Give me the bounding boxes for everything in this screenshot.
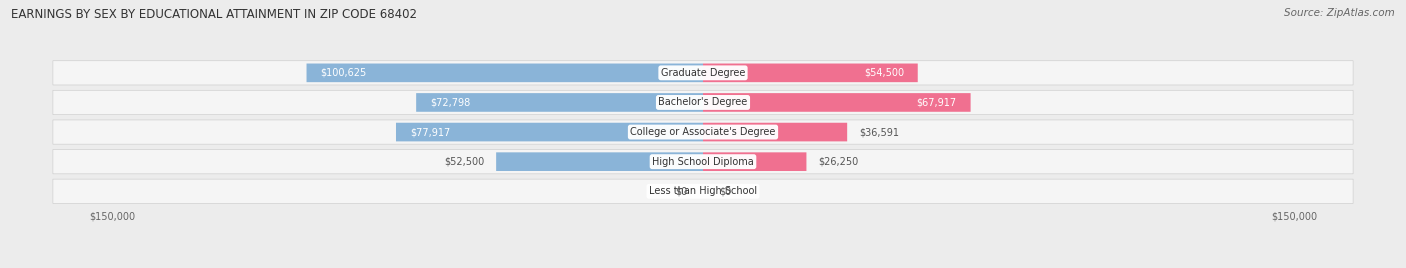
Text: $0: $0 xyxy=(675,186,688,196)
FancyBboxPatch shape xyxy=(703,123,848,142)
FancyBboxPatch shape xyxy=(703,93,970,112)
FancyBboxPatch shape xyxy=(396,123,703,142)
Text: $67,917: $67,917 xyxy=(917,98,957,107)
FancyBboxPatch shape xyxy=(496,152,703,171)
Text: $54,500: $54,500 xyxy=(863,68,904,78)
Text: Graduate Degree: Graduate Degree xyxy=(661,68,745,78)
Text: $72,798: $72,798 xyxy=(430,98,470,107)
Text: $52,500: $52,500 xyxy=(444,157,484,167)
FancyBboxPatch shape xyxy=(53,90,1353,115)
FancyBboxPatch shape xyxy=(53,179,1353,203)
Text: $36,591: $36,591 xyxy=(859,127,898,137)
Text: Source: ZipAtlas.com: Source: ZipAtlas.com xyxy=(1284,8,1395,18)
Text: Bachelor's Degree: Bachelor's Degree xyxy=(658,98,748,107)
FancyBboxPatch shape xyxy=(416,93,703,112)
Text: EARNINGS BY SEX BY EDUCATIONAL ATTAINMENT IN ZIP CODE 68402: EARNINGS BY SEX BY EDUCATIONAL ATTAINMEN… xyxy=(11,8,418,21)
Text: $77,917: $77,917 xyxy=(409,127,450,137)
Text: College or Associate's Degree: College or Associate's Degree xyxy=(630,127,776,137)
FancyBboxPatch shape xyxy=(53,150,1353,174)
FancyBboxPatch shape xyxy=(703,64,918,82)
Text: Less than High School: Less than High School xyxy=(650,186,756,196)
Text: $0: $0 xyxy=(718,186,731,196)
FancyBboxPatch shape xyxy=(307,64,703,82)
Text: $100,625: $100,625 xyxy=(321,68,367,78)
Text: $26,250: $26,250 xyxy=(818,157,859,167)
FancyBboxPatch shape xyxy=(53,120,1353,144)
Text: High School Diploma: High School Diploma xyxy=(652,157,754,167)
FancyBboxPatch shape xyxy=(703,152,807,171)
FancyBboxPatch shape xyxy=(53,61,1353,85)
Legend: Male, Female: Male, Female xyxy=(654,267,752,268)
